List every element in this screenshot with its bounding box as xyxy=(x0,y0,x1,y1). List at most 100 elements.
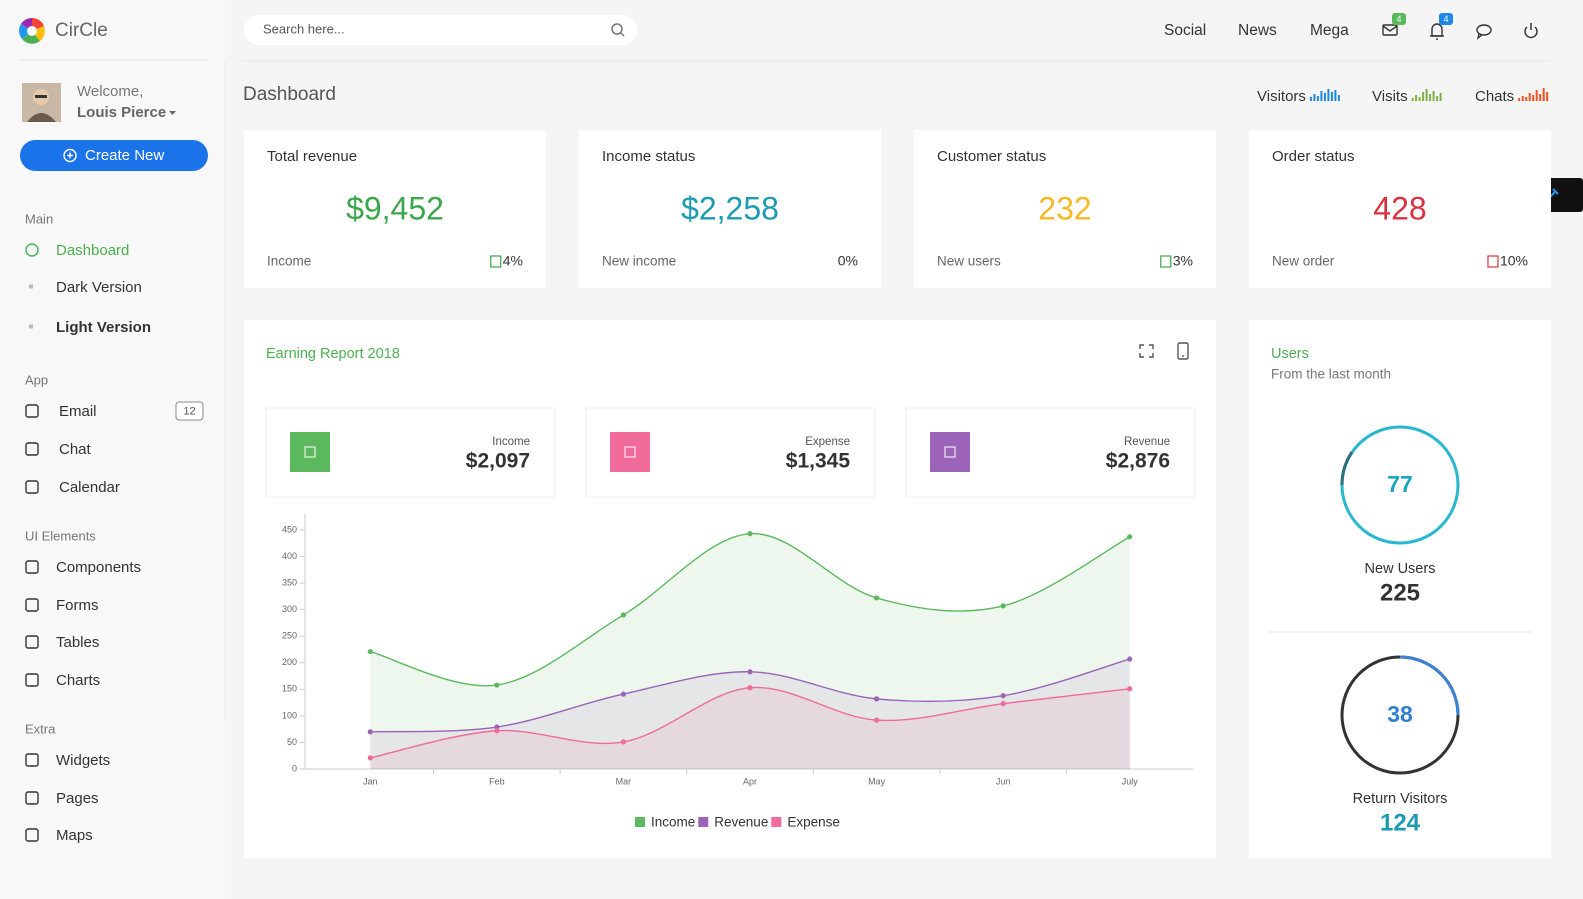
stat-change: 0% xyxy=(838,253,858,269)
data-point xyxy=(494,682,500,688)
sparkline-bar xyxy=(1425,89,1428,101)
create-icon-plus xyxy=(67,152,73,159)
power-icon[interactable] xyxy=(1524,23,1538,39)
create-button[interactable] xyxy=(20,140,208,171)
data-point xyxy=(494,724,500,730)
menu-item[interactable]: Dashboard xyxy=(56,242,129,259)
stat-card xyxy=(244,130,546,288)
stat-change: 3% xyxy=(1173,253,1193,269)
gauge-total: 124 xyxy=(1380,809,1421,836)
data-point xyxy=(620,612,627,618)
sparkline-bar xyxy=(1525,97,1528,101)
avatar[interactable] xyxy=(22,83,61,122)
summary-icon xyxy=(610,432,650,472)
header-stat-label: Visitors xyxy=(1257,88,1306,105)
data-point xyxy=(873,717,880,723)
summary-label: Revenue xyxy=(1124,436,1170,448)
x-tick-label: July xyxy=(1122,776,1139,786)
menu-item[interactable]: Email xyxy=(59,403,97,420)
sparkline-bar xyxy=(1415,95,1418,101)
stat-title: Order status xyxy=(1272,148,1355,165)
sparkline-bar xyxy=(1429,94,1432,101)
stat-change: 4% xyxy=(503,253,523,269)
x-tick-label: Jan xyxy=(363,776,378,786)
stat-card xyxy=(579,130,881,288)
sparkline-bar xyxy=(1432,91,1435,101)
sparkline-bar xyxy=(1528,93,1531,101)
menu-item[interactable]: Chat xyxy=(59,441,92,458)
menu-item[interactable]: Components xyxy=(56,559,141,576)
data-point xyxy=(1127,686,1133,692)
bell-badge xyxy=(1439,13,1453,25)
sparkline-bar xyxy=(1334,90,1337,101)
mobile-icon[interactable] xyxy=(1177,342,1189,360)
menu-item[interactable]: Calendar xyxy=(59,479,120,496)
data-point xyxy=(367,755,373,761)
stat-label: New order xyxy=(1272,254,1335,269)
summary-icon xyxy=(290,432,330,472)
nav-link[interactable]: News xyxy=(1238,22,1277,39)
menu-icon xyxy=(25,442,39,456)
menu-icon xyxy=(25,673,39,687)
menu-item[interactable]: Maps xyxy=(56,827,93,844)
stat-card xyxy=(1249,130,1551,288)
menu-item[interactable]: Dark Version xyxy=(56,279,142,296)
stat-value: $9,452 xyxy=(346,190,444,226)
sparkline-bar xyxy=(1320,91,1323,101)
y-tick-label: 350 xyxy=(282,577,297,587)
stat-value: 428 xyxy=(1373,190,1426,226)
nav-link[interactable]: Mega xyxy=(1310,22,1349,39)
nav-link[interactable]: Social xyxy=(1164,22,1206,39)
data-point xyxy=(1000,693,1006,699)
summary-icon-glyph xyxy=(624,446,636,458)
bullet-icon xyxy=(29,324,33,329)
menu-icon xyxy=(25,560,39,574)
stat-change: 10% xyxy=(1500,253,1528,269)
mail-icon[interactable] xyxy=(1382,24,1398,36)
y-tick-label: 300 xyxy=(282,604,297,614)
y-tick-label: 0 xyxy=(292,763,297,773)
menu-item[interactable]: Charts xyxy=(56,672,100,689)
y-tick-label: 450 xyxy=(282,524,297,534)
bullet-icon xyxy=(29,284,33,289)
search-icon[interactable] xyxy=(611,23,625,37)
menu-item[interactable]: Pages xyxy=(56,790,99,807)
data-point xyxy=(747,685,753,691)
user-caret[interactable] xyxy=(169,111,176,115)
users-subtitle: From the last month xyxy=(1271,367,1391,382)
legend-label[interactable]: Income xyxy=(651,815,695,830)
menu-item[interactable]: Tables xyxy=(56,634,99,651)
y-tick-label: 100 xyxy=(282,710,297,720)
sparkline-bar xyxy=(1327,89,1330,101)
create-button-label[interactable]: Create New xyxy=(85,147,164,164)
sparkline-bar xyxy=(1535,90,1538,101)
bell-icon[interactable] xyxy=(1430,23,1444,40)
stat-value: 232 xyxy=(1038,190,1091,226)
user-name[interactable]: Louis Pierce xyxy=(77,104,166,121)
menu-item[interactable]: Widgets xyxy=(56,752,110,769)
search-box[interactable] xyxy=(244,15,637,45)
legend-label[interactable]: Revenue xyxy=(714,815,768,830)
data-point xyxy=(1127,534,1133,540)
summary-icon-glyph xyxy=(944,446,956,458)
sparkline-bar xyxy=(1436,96,1439,101)
sparkline-bar xyxy=(1313,94,1316,101)
sparkline-bar xyxy=(1422,92,1425,101)
summary-icon xyxy=(930,432,970,472)
chat-icon[interactable] xyxy=(1476,24,1492,40)
menu-item[interactable]: Forms xyxy=(56,597,99,614)
menu-item[interactable]: Light Version xyxy=(56,319,151,336)
sparkline-bar xyxy=(1521,96,1524,101)
legend-swatch xyxy=(771,817,782,827)
data-point xyxy=(620,691,627,697)
menu-badge xyxy=(175,401,204,421)
sparkline-bar xyxy=(1546,92,1549,101)
mail-badge-count: 4 xyxy=(1396,14,1401,24)
expand-icon[interactable] xyxy=(1139,344,1154,358)
x-tick-label: May xyxy=(868,776,886,786)
sparkline-bar xyxy=(1418,97,1421,101)
trend-icon xyxy=(1160,255,1172,268)
brand: CirCle xyxy=(55,20,108,41)
create-icon xyxy=(63,148,77,163)
legend-label[interactable]: Expense xyxy=(787,815,840,830)
